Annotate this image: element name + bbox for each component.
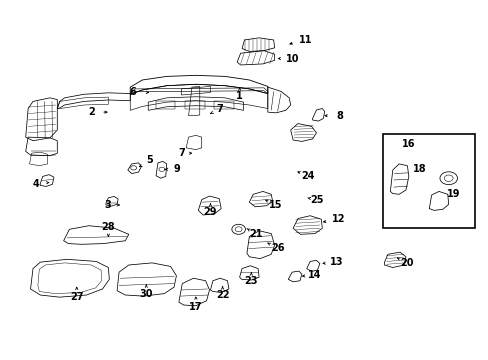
Text: 10: 10 — [286, 54, 299, 64]
Text: 29: 29 — [203, 207, 217, 217]
Text: 13: 13 — [329, 257, 343, 267]
Text: 8: 8 — [335, 111, 342, 121]
Text: 16: 16 — [401, 139, 415, 149]
Text: 22: 22 — [215, 290, 229, 300]
Text: 14: 14 — [307, 270, 321, 280]
Text: 20: 20 — [400, 258, 413, 268]
Text: 27: 27 — [70, 292, 83, 302]
Text: 7: 7 — [178, 148, 184, 158]
Text: 2: 2 — [88, 107, 95, 117]
Text: 18: 18 — [412, 164, 426, 174]
Text: 15: 15 — [269, 200, 282, 210]
Text: 9: 9 — [173, 164, 180, 174]
Text: 23: 23 — [244, 276, 258, 286]
Text: 21: 21 — [248, 229, 262, 239]
Text: 17: 17 — [189, 302, 202, 312]
Text: 26: 26 — [270, 243, 284, 253]
Text: 3: 3 — [104, 200, 111, 210]
Bar — [382, 134, 474, 228]
Text: 6: 6 — [129, 87, 136, 98]
Text: 30: 30 — [139, 289, 153, 298]
Text: 25: 25 — [310, 195, 324, 204]
Text: 19: 19 — [446, 189, 459, 199]
Text: 24: 24 — [300, 171, 314, 181]
Text: 5: 5 — [146, 156, 153, 165]
Text: 1: 1 — [236, 91, 243, 101]
Text: 7: 7 — [216, 104, 223, 113]
Text: 28: 28 — [102, 222, 115, 232]
Text: 4: 4 — [33, 179, 40, 189]
Text: 11: 11 — [298, 35, 312, 45]
Text: 12: 12 — [331, 214, 345, 224]
